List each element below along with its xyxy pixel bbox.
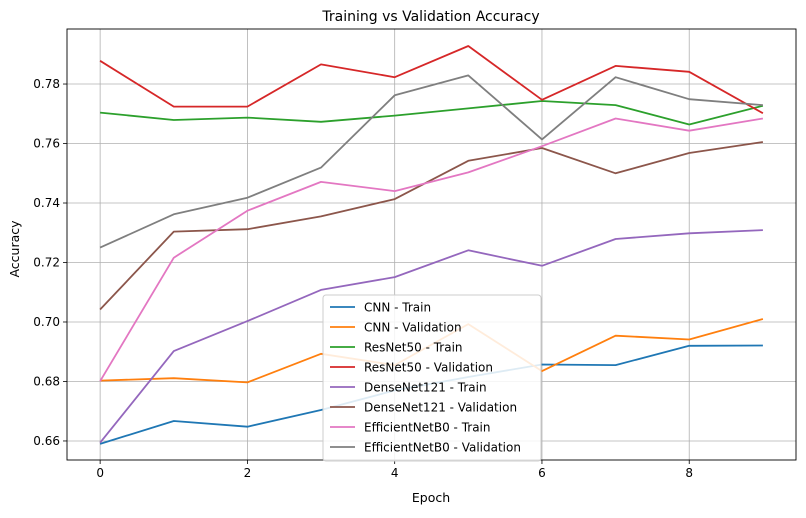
y-tick-label: 0.76 bbox=[33, 137, 60, 151]
legend-label: CNN - Train bbox=[364, 301, 431, 315]
legend-label: EfficientNetB0 - Train bbox=[364, 421, 491, 435]
legend-label: DenseNet121 - Train bbox=[364, 381, 487, 395]
y-tick-label: 0.72 bbox=[33, 255, 60, 269]
x-tick-label: 6 bbox=[538, 466, 546, 480]
series-line-densenet121-validation bbox=[99, 141, 764, 311]
y-axis-label: Accuracy bbox=[7, 220, 22, 278]
chart-title: Training vs Validation Accuracy bbox=[321, 9, 539, 25]
legend-label: ResNet50 - Train bbox=[364, 341, 463, 355]
x-tick-label: 0 bbox=[96, 466, 104, 480]
legend-box bbox=[322, 294, 542, 462]
x-tick-label: 2 bbox=[244, 466, 252, 480]
x-tick-label: 4 bbox=[391, 466, 399, 480]
y-tick-label: 0.78 bbox=[33, 77, 60, 91]
x-axis-label: Epoch bbox=[412, 490, 450, 505]
legend-label: CNN - Validation bbox=[364, 321, 462, 335]
legend-label: ResNet50 - Validation bbox=[364, 361, 493, 375]
y-tick-label: 0.70 bbox=[33, 315, 60, 329]
series-line-efficientnetb0-validation bbox=[99, 74, 763, 249]
series-line-efficientnetb0-train bbox=[99, 117, 764, 382]
legend-label: DenseNet121 - Validation bbox=[364, 401, 517, 415]
x-tick-label: 8 bbox=[685, 466, 693, 480]
series-line-resnet50-validation bbox=[99, 45, 764, 114]
y-tick-label: 0.66 bbox=[33, 434, 60, 448]
y-tick-label: 0.74 bbox=[33, 196, 60, 210]
y-tick-label: 0.68 bbox=[33, 374, 60, 388]
legend: CNN - Train CNN - Validation ResNet50 - Tr… bbox=[322, 294, 542, 462]
series-line-resnet50-train bbox=[100, 100, 764, 126]
legend-label: EfficientNetB0 - Validation bbox=[364, 441, 521, 455]
series-line-densenet121-train bbox=[99, 229, 763, 444]
